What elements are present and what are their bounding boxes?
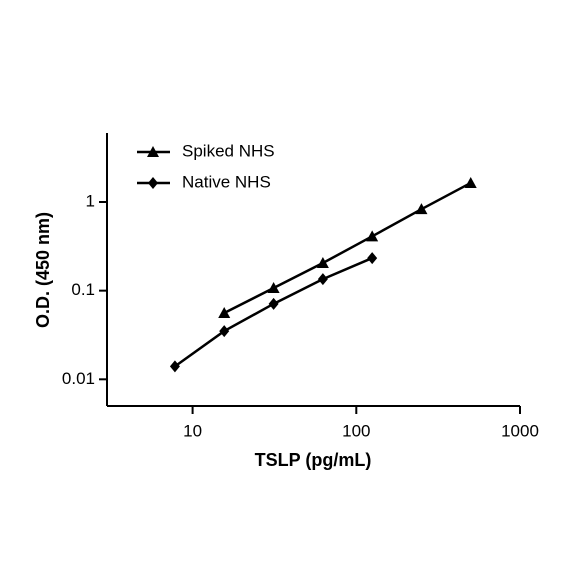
marker (316, 257, 329, 269)
x-axis-title: TSLP (pg/mL) (255, 450, 372, 470)
series-line (174, 256, 373, 368)
legend-label: Native NHS (182, 172, 271, 191)
x-tick-label: 10 (183, 421, 202, 440)
marker (367, 252, 378, 265)
legend-label: Spiked NHS (182, 141, 275, 160)
marker (464, 176, 477, 188)
y-axis-title: O.D. (450 nm) (33, 212, 53, 328)
marker (147, 146, 159, 157)
marker (169, 360, 180, 373)
marker (218, 306, 231, 318)
marker (415, 203, 428, 215)
x-tick-label: 1000 (501, 421, 539, 440)
marker (148, 177, 158, 189)
marker (317, 273, 328, 286)
marker (267, 282, 280, 294)
marker (219, 325, 230, 338)
y-tick-label: 1 (86, 191, 95, 210)
marker (366, 230, 379, 242)
x-tick-label: 100 (342, 421, 370, 440)
series-line (223, 181, 472, 315)
marker (268, 297, 279, 310)
y-tick-label: 0.1 (71, 280, 95, 299)
y-tick-label: 0.01 (62, 369, 95, 388)
